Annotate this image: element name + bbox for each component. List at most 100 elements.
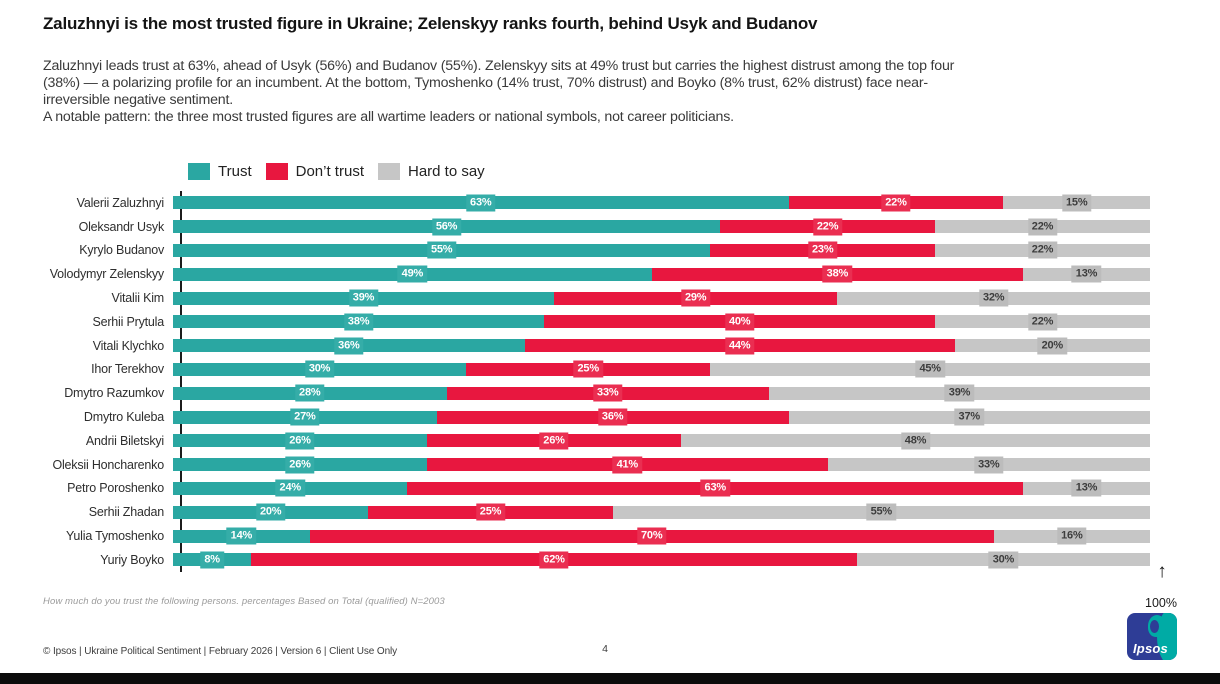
table-row: Vitali Klychko 36% 44% 20% bbox=[43, 334, 1163, 358]
legend-label-dont-trust: Don’t trust bbox=[295, 163, 364, 180]
trust-swatch bbox=[188, 163, 210, 180]
value-label-trust: 24% bbox=[275, 479, 305, 497]
value-label-hard-to-say: 20% bbox=[1037, 337, 1068, 355]
value-label-trust: 56% bbox=[431, 218, 462, 236]
value-label-trust: 26% bbox=[285, 432, 315, 450]
dont-trust-swatch bbox=[265, 163, 288, 180]
category-label: Kyrylo Budanov bbox=[79, 243, 164, 258]
footer-copyright: © Ipsos | Ukraine Political Sentiment | … bbox=[43, 646, 398, 657]
table-row: Valerii Zaluzhnyi 63% 22% 15% bbox=[43, 191, 1163, 215]
bar-track: 36% 44% 20% bbox=[173, 337, 1150, 355]
category-label: Serhii Prytula bbox=[92, 314, 164, 329]
category-label: Vitali Klychko bbox=[92, 338, 165, 353]
value-label-hard-to-say: 45% bbox=[915, 360, 945, 378]
value-label-hard-to-say: 22% bbox=[1027, 218, 1058, 236]
category-label: Petro Poroshenko bbox=[67, 481, 164, 496]
value-label-trust: 36% bbox=[334, 337, 364, 355]
value-label-trust: 63% bbox=[466, 194, 496, 212]
axis-100-label: 100% bbox=[1145, 596, 1177, 610]
category-label: Yulia Tymoshenko bbox=[65, 529, 164, 544]
logo-profile-cutout bbox=[1150, 620, 1159, 633]
legend-item-hard-to-say: Hard to say bbox=[377, 163, 485, 180]
page-number: 4 bbox=[602, 643, 608, 655]
value-label-hard-to-say: 22% bbox=[1027, 313, 1058, 331]
value-label-dont-trust: 40% bbox=[724, 313, 755, 331]
category-label: Ihor Terekhov bbox=[91, 362, 164, 377]
chart-rows: Valerii Zaluzhnyi 63% 22% 15% Oleksandr Usyk… bbox=[43, 191, 1163, 572]
value-label-hard-to-say: 13% bbox=[1071, 479, 1102, 497]
value-label-dont-trust: 36% bbox=[597, 408, 628, 426]
y-axis-line bbox=[180, 191, 182, 572]
bar-track: 63% 22% 15% bbox=[173, 194, 1150, 212]
table-row: Oleksii Honcharenko 26% 41% 33% bbox=[43, 453, 1163, 477]
category-label: Volodymyr Zelenskyy bbox=[49, 267, 165, 282]
value-label-hard-to-say: 48% bbox=[900, 432, 931, 450]
value-label-trust: 20% bbox=[255, 503, 286, 521]
value-label-trust: 8% bbox=[200, 551, 224, 569]
ipsos-logo: Ipsos bbox=[1127, 613, 1177, 660]
chart-legend: Trust Don’t trust Hard to say bbox=[188, 163, 485, 180]
bar-track: 39% 29% 32% bbox=[173, 289, 1150, 307]
value-label-hard-to-say: 15% bbox=[1062, 194, 1092, 212]
category-label: Oleksandr Usyk bbox=[78, 219, 165, 234]
category-label: Oleksii Honcharenko bbox=[52, 457, 164, 472]
chart-footnote: How much do you trust the following pers… bbox=[43, 596, 445, 607]
bar-track: 38% 40% 22% bbox=[173, 313, 1150, 331]
table-row: Yuriy Boyko 8% 62% 30% bbox=[43, 548, 1163, 572]
page-title: Zaluzhnyi is the most trusted figure in … bbox=[43, 14, 818, 33]
value-label-trust: 38% bbox=[343, 313, 374, 331]
category-label: Valerii Zaluzhnyi bbox=[76, 195, 165, 210]
value-label-dont-trust: 33% bbox=[593, 384, 623, 402]
table-row: Andrii Biletskyi 26% 26% 48% bbox=[43, 429, 1163, 453]
hard-to-say-swatch bbox=[377, 163, 400, 180]
table-row: Vitalii Kim 39% 29% 32% bbox=[43, 286, 1163, 310]
bottom-edge-bar bbox=[0, 673, 1220, 684]
category-label: Yuriy Boyko bbox=[100, 552, 164, 567]
category-label: Andrii Biletskyi bbox=[85, 433, 164, 448]
value-label-hard-to-say: 30% bbox=[988, 551, 1019, 569]
value-label-dont-trust: 25% bbox=[573, 360, 603, 378]
bar-track: 26% 41% 33% bbox=[173, 456, 1150, 474]
value-label-dont-trust: 22% bbox=[881, 194, 911, 212]
bar-track: 24% 63% 13% bbox=[173, 479, 1150, 497]
value-label-trust: 30% bbox=[304, 360, 335, 378]
value-label-dont-trust: 23% bbox=[807, 241, 838, 259]
value-label-trust: 27% bbox=[290, 408, 320, 426]
bar-track: 55% 23% 22% bbox=[173, 241, 1150, 259]
table-row: Serhii Prytula 38% 40% 22% bbox=[43, 310, 1163, 334]
bar-track: 56% 22% 22% bbox=[173, 218, 1150, 236]
value-label-hard-to-say: 22% bbox=[1027, 241, 1058, 259]
value-label-dont-trust: 44% bbox=[724, 337, 755, 355]
legend-item-trust: Trust bbox=[188, 163, 252, 180]
value-label-hard-to-say: 37% bbox=[954, 408, 984, 426]
table-row: Oleksandr Usyk 56% 22% 22% bbox=[43, 215, 1163, 239]
bar-track: 27% 36% 37% bbox=[173, 408, 1150, 426]
bar-track: 30% 25% 45% bbox=[173, 360, 1150, 378]
table-row: Petro Poroshenko 24% 63% 13% bbox=[43, 477, 1163, 501]
logo-wordmark: Ipsos bbox=[1133, 641, 1168, 656]
bar-track: 28% 33% 39% bbox=[173, 384, 1150, 402]
value-label-trust: 28% bbox=[295, 384, 325, 402]
bar-track: 26% 26% 48% bbox=[173, 432, 1150, 450]
value-label-dont-trust: 63% bbox=[700, 479, 730, 497]
table-row: Serhii Zhadan 20% 25% 55% bbox=[43, 500, 1163, 524]
category-label: Dmytro Razumkov bbox=[64, 386, 164, 401]
value-label-hard-to-say: 39% bbox=[944, 384, 975, 402]
value-label-dont-trust: 62% bbox=[539, 551, 569, 569]
value-label-trust: 55% bbox=[426, 241, 457, 259]
table-row: Volodymyr Zelenskyy 49% 38% 13% bbox=[43, 262, 1163, 286]
arrow-up-icon: ↑ bbox=[1157, 561, 1167, 582]
table-row: Kyrylo Budanov 55% 23% 22% bbox=[43, 239, 1163, 263]
category-label: Dmytro Kuleba bbox=[83, 410, 164, 425]
legend-label-hard-to-say: Hard to say bbox=[407, 163, 485, 180]
value-label-dont-trust: 26% bbox=[539, 432, 569, 450]
table-row: Dmytro Razumkov 28% 33% 39% bbox=[43, 381, 1163, 405]
category-label: Serhii Zhadan bbox=[88, 505, 164, 520]
value-label-trust: 26% bbox=[285, 456, 315, 474]
legend-label-trust: Trust bbox=[218, 163, 252, 180]
value-label-dont-trust: 41% bbox=[612, 456, 643, 474]
stacked-bar-chart: Valerii Zaluzhnyi 63% 22% 15% Oleksandr Usyk… bbox=[43, 191, 1163, 572]
value-label-dont-trust: 29% bbox=[680, 289, 711, 307]
value-label-hard-to-say: 13% bbox=[1071, 265, 1102, 283]
value-label-hard-to-say: 55% bbox=[866, 503, 897, 521]
